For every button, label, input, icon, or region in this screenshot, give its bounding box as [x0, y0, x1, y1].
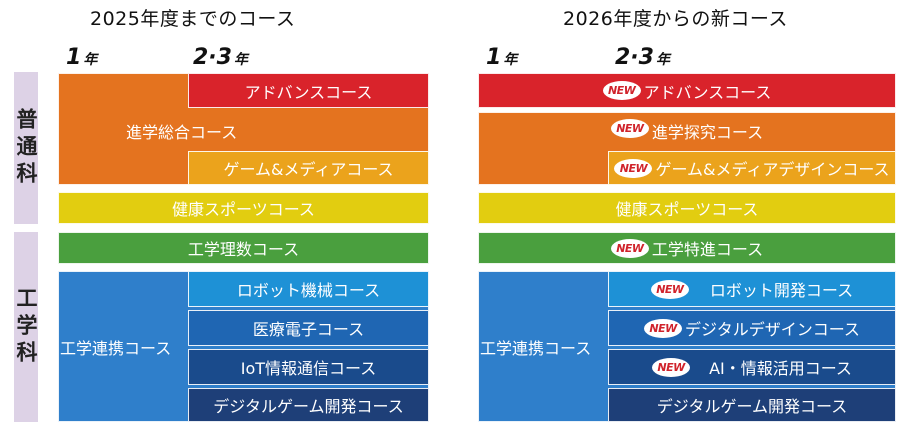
left-game-media-course: ゲーム&メディアコース	[188, 151, 429, 185]
left-iryo-denshi-course: 医療電子コース	[188, 310, 429, 346]
right-robot-kaihatsu-course: NEW ロボット開発コース	[608, 271, 896, 307]
right-kogaku-tokushin-course: NEW 工学特進コース	[478, 232, 896, 264]
left-title: 2025年度までのコース	[90, 8, 296, 30]
left-kogaku-risu-course: 工学理数コース	[58, 232, 429, 264]
left-iot-joho-course: IoT情報通信コース	[188, 349, 429, 385]
new-badge: NEW	[602, 81, 641, 100]
new-badge: NEW	[610, 119, 649, 138]
new-badge: NEW	[652, 357, 691, 377]
right-digital-game-course: デジタルゲーム開発コース	[608, 388, 896, 422]
new-badge: NEW	[614, 158, 653, 178]
left-kenko-sports-course: 健康スポーツコース	[58, 192, 429, 224]
right-year23-label: 2·3 年	[615, 45, 670, 70]
new-badge: NEW	[644, 318, 683, 338]
left-year23-label: 2·3 年	[193, 45, 248, 70]
left-digital-game-course: デジタルゲーム開発コース	[188, 388, 429, 422]
right-advance-course: NEW アドバンスコース	[478, 73, 896, 108]
left-robot-kikai-course: ロボット機械コース	[188, 271, 429, 307]
dept-engineering: 工学科	[14, 232, 38, 422]
right-ai-joho-course: NEW AI・情報活用コース	[608, 349, 896, 385]
right-kenko-sports-course: 健康スポーツコース	[478, 192, 896, 224]
right-title: 2026年度からの新コース	[563, 8, 788, 30]
new-badge: NEW	[650, 279, 689, 299]
right-game-media-design-course: NEW ゲーム&メディアデザインコース	[608, 151, 896, 185]
dept-general: 普通科	[14, 72, 38, 224]
right-digital-design-course: NEW デジタルデザインコース	[608, 310, 896, 346]
new-badge: NEW	[610, 238, 649, 258]
left-advance-course: アドバンスコース	[188, 73, 429, 108]
